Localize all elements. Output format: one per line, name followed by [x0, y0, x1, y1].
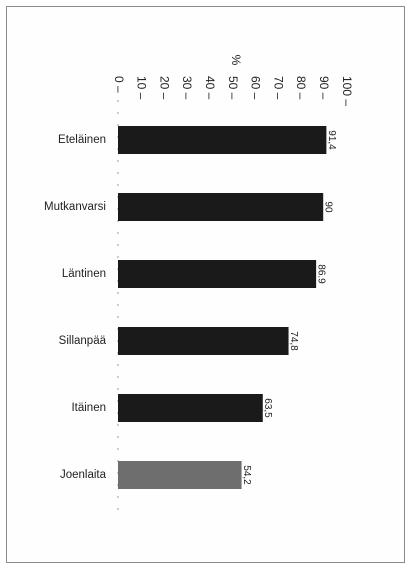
category-label: Sillanpää — [59, 335, 107, 347]
tick-label: 70 – — [271, 76, 285, 100]
tick-label: 90 – — [317, 76, 331, 100]
tick-label: 60 – — [249, 76, 263, 100]
tick-label: 100 – — [340, 76, 354, 106]
bar — [118, 260, 317, 288]
category-label: Läntinen — [62, 268, 106, 280]
bar — [118, 394, 263, 422]
bar — [118, 193, 324, 221]
tick-label: 40 – — [203, 76, 217, 100]
category-label: Itäinen — [71, 402, 106, 414]
category-label: Mutkanvarsi — [44, 201, 106, 213]
bar — [118, 327, 289, 355]
value-label: 90 — [323, 201, 334, 213]
value-label: 54,2 — [241, 465, 252, 485]
tick-label: 0 – — [112, 76, 126, 93]
value-label: 63,5 — [262, 398, 273, 418]
axis-unit-label: % — [229, 55, 243, 66]
tick-label: 20 – — [157, 76, 171, 100]
bar — [118, 126, 327, 154]
category-label: Joenlaita — [60, 469, 107, 481]
tick-label: 30 – — [180, 76, 194, 100]
value-label: 91,4 — [326, 130, 337, 150]
tick-label: 10 – — [135, 76, 149, 100]
tick-label: 50 – — [226, 76, 240, 100]
tick-label: 80 – — [294, 76, 308, 100]
value-label: 86.9 — [315, 264, 326, 284]
category-label: Eteläinen — [58, 134, 106, 146]
bar — [118, 461, 242, 489]
value-label: 74,8 — [288, 331, 299, 351]
